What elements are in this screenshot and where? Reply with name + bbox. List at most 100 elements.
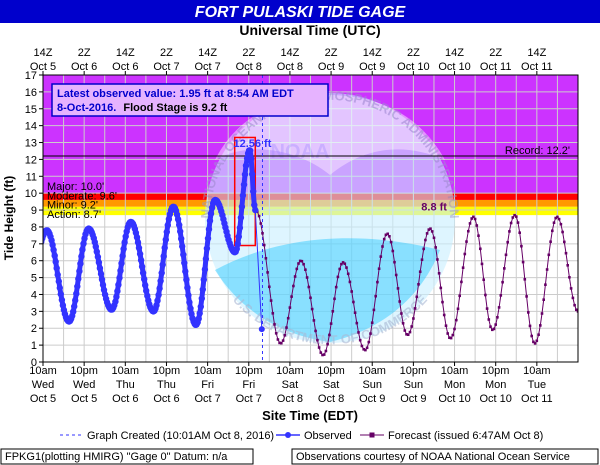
- observed-point: [142, 282, 149, 289]
- info-box-frame: [51, 83, 329, 117]
- observed-point: [233, 245, 240, 253]
- observed-point: [120, 245, 127, 253]
- forecast-point: [511, 216, 515, 219]
- forecast-point: [503, 267, 506, 270]
- forecast-point: [360, 344, 364, 348]
- forecast-point: [353, 311, 357, 314]
- forecast-point: [304, 268, 307, 271]
- forecast-point: [357, 331, 360, 334]
- observed-point: [160, 253, 167, 260]
- forecast-point: [266, 271, 269, 274]
- forecast-point: [365, 346, 369, 350]
- forecast-point: [460, 280, 463, 284]
- forecast-point: [535, 339, 539, 343]
- title-bar: [0, 0, 600, 23]
- observed-point: [93, 248, 101, 255]
- y-tick-label: 11: [26, 171, 37, 183]
- top-tick-time: 2Z: [489, 47, 502, 59]
- observed-point: [98, 276, 106, 283]
- top-tick-time: 14Z: [445, 47, 464, 59]
- forecast-point: [362, 348, 365, 351]
- top-tick-date: Oct 10: [397, 61, 429, 73]
- observed-point: [205, 226, 213, 233]
- top-tick-date: Oct 7: [194, 61, 220, 73]
- forecast-point: [281, 339, 285, 342]
- forecast-point: [467, 229, 470, 233]
- forecast-point: [494, 323, 497, 326]
- forecast-point: [424, 238, 427, 242]
- top-tick-date: Oct 6: [71, 61, 97, 73]
- y-tick-label: 5: [31, 273, 37, 285]
- forecast-point: [310, 307, 314, 311]
- top-tick-time: 14Z: [198, 47, 217, 59]
- action-stage-label: Action: 8.7': [47, 209, 101, 221]
- y-axis-label: Tide Height (ft): [2, 176, 16, 260]
- observed-point: [182, 268, 189, 275]
- forecast-point: [427, 228, 431, 231]
- bottom-tick-day: Wed: [73, 379, 95, 391]
- forecast-point: [324, 349, 328, 353]
- forecast-point: [341, 261, 345, 264]
- forecast-point: [549, 240, 552, 243]
- y-tick-label: 8: [31, 222, 37, 234]
- forecast-point: [319, 351, 323, 354]
- forecast-point: [389, 240, 393, 244]
- y-tick-label: 14: [25, 121, 37, 133]
- forecast-point: [345, 266, 348, 269]
- observed-point: [94, 253, 102, 261]
- forecast-point: [302, 262, 305, 266]
- observed-point: [156, 285, 163, 292]
- forecast-point: [518, 231, 521, 234]
- forecast-point: [456, 307, 460, 311]
- forecast-point: [527, 311, 530, 314]
- bottom-tick-time: 10am: [29, 365, 57, 377]
- top-axis-ticks: 14Z Oct 5 2Z Oct 6 14Z Oct 6 2Z Oct 7 14Z Oct 7 2Z…: [30, 47, 553, 75]
- y-tick-label: 4: [31, 289, 37, 301]
- y-tick-label: 2: [31, 323, 37, 335]
- forecast-point: [475, 224, 479, 227]
- observed-series: [43, 147, 265, 333]
- bottom-tick-day: Sun: [362, 379, 382, 391]
- forecast-point: [326, 342, 329, 346]
- forecast-point: [377, 267, 381, 270]
- bottom-tick-day: Thu: [116, 379, 135, 391]
- observed-point: [95, 259, 103, 266]
- forecast-point: [557, 217, 561, 221]
- top-tick-time: 14Z: [280, 47, 299, 59]
- forecast-point: [547, 253, 551, 257]
- observed-point: [135, 244, 143, 252]
- watermark-center-text: NOAA: [271, 141, 330, 163]
- observed-point: [177, 228, 184, 235]
- forecast-point: [374, 294, 377, 298]
- forecast-point: [551, 229, 554, 233]
- bottom-tick-time: 10pm: [235, 365, 263, 377]
- forecast-point: [398, 300, 401, 303]
- forecast-point: [556, 215, 559, 219]
- forecast-point: [338, 267, 341, 271]
- observed-point: [54, 271, 61, 278]
- forecast-point: [489, 325, 492, 328]
- forecast-point: [305, 276, 309, 279]
- forecast-point: [544, 283, 547, 286]
- forecast-point: [568, 276, 571, 279]
- legend-forecast: Forecast (issued 6:47AM Oct 8): [388, 430, 543, 442]
- forecast-point: [446, 332, 449, 335]
- bottom-tick-day: Sun: [404, 379, 424, 391]
- forecast-point: [350, 290, 353, 293]
- bottom-tick-day: Fri: [201, 379, 214, 391]
- bottom-tick-date: Oct 11: [521, 393, 553, 405]
- record-label: Record: 12.2': [505, 145, 570, 157]
- forecast-point: [300, 259, 304, 263]
- observed-point: [122, 233, 129, 240]
- forecast-point: [413, 307, 417, 310]
- forecast-point: [417, 283, 420, 286]
- forecast-point: [316, 338, 319, 342]
- forecast-point: [499, 294, 503, 297]
- observed-point: [162, 236, 169, 243]
- bottom-tick-date: Oct 5: [71, 393, 97, 405]
- observed-point: [116, 274, 123, 282]
- observed-point: [136, 250, 144, 258]
- forecast-point: [487, 318, 491, 321]
- forecast-point: [521, 260, 525, 264]
- observed-point: [71, 303, 78, 310]
